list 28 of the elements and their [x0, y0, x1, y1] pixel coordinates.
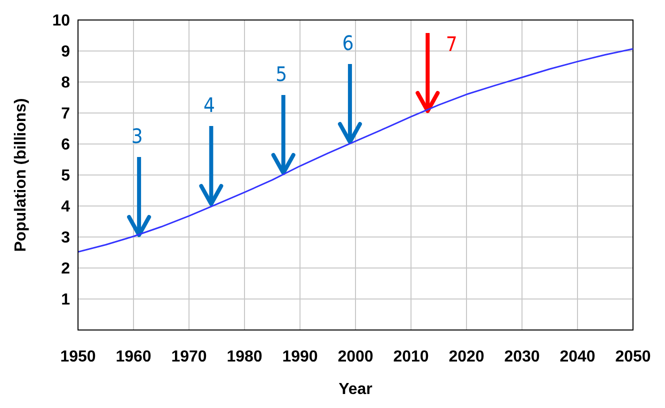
x-tick-label: 1960: [116, 348, 152, 366]
x-tick-label: 2020: [448, 348, 484, 366]
y-tick-label: 5: [61, 168, 70, 185]
x-tick-label: 1980: [226, 348, 262, 366]
y-tick-label: 6: [61, 136, 70, 154]
annotation: 5: [276, 62, 288, 86]
annotation: 3: [131, 124, 143, 148]
y-tick-label: 10: [52, 12, 70, 30]
x-tick-label: 2040: [560, 348, 596, 366]
y-tick-label: 9: [61, 44, 70, 61]
y-tick-label: 1: [61, 292, 70, 309]
x-tick-label: 1970: [171, 348, 207, 366]
y-axis-title: Population (billions): [12, 98, 30, 252]
y-tick-label: 2: [61, 260, 70, 278]
x-tick-label: 2010: [393, 348, 429, 366]
y-tick-label: 3: [61, 230, 70, 247]
annotation: 6: [342, 31, 354, 55]
annotation: 7: [446, 32, 458, 56]
annotation: 4: [203, 93, 215, 117]
x-tick-label: 2000: [338, 348, 374, 366]
x-axis-title: Year: [338, 381, 372, 398]
y-tick-label: 4: [61, 198, 70, 216]
x-tick-label: 2030: [504, 348, 540, 366]
x-tick-label: 1950: [60, 348, 96, 366]
y-tick-label: 8: [61, 74, 70, 92]
x-tick-label: 2050: [615, 348, 651, 366]
y-tick-label: 7: [61, 106, 70, 123]
x-tick-label: 1990: [282, 348, 318, 366]
